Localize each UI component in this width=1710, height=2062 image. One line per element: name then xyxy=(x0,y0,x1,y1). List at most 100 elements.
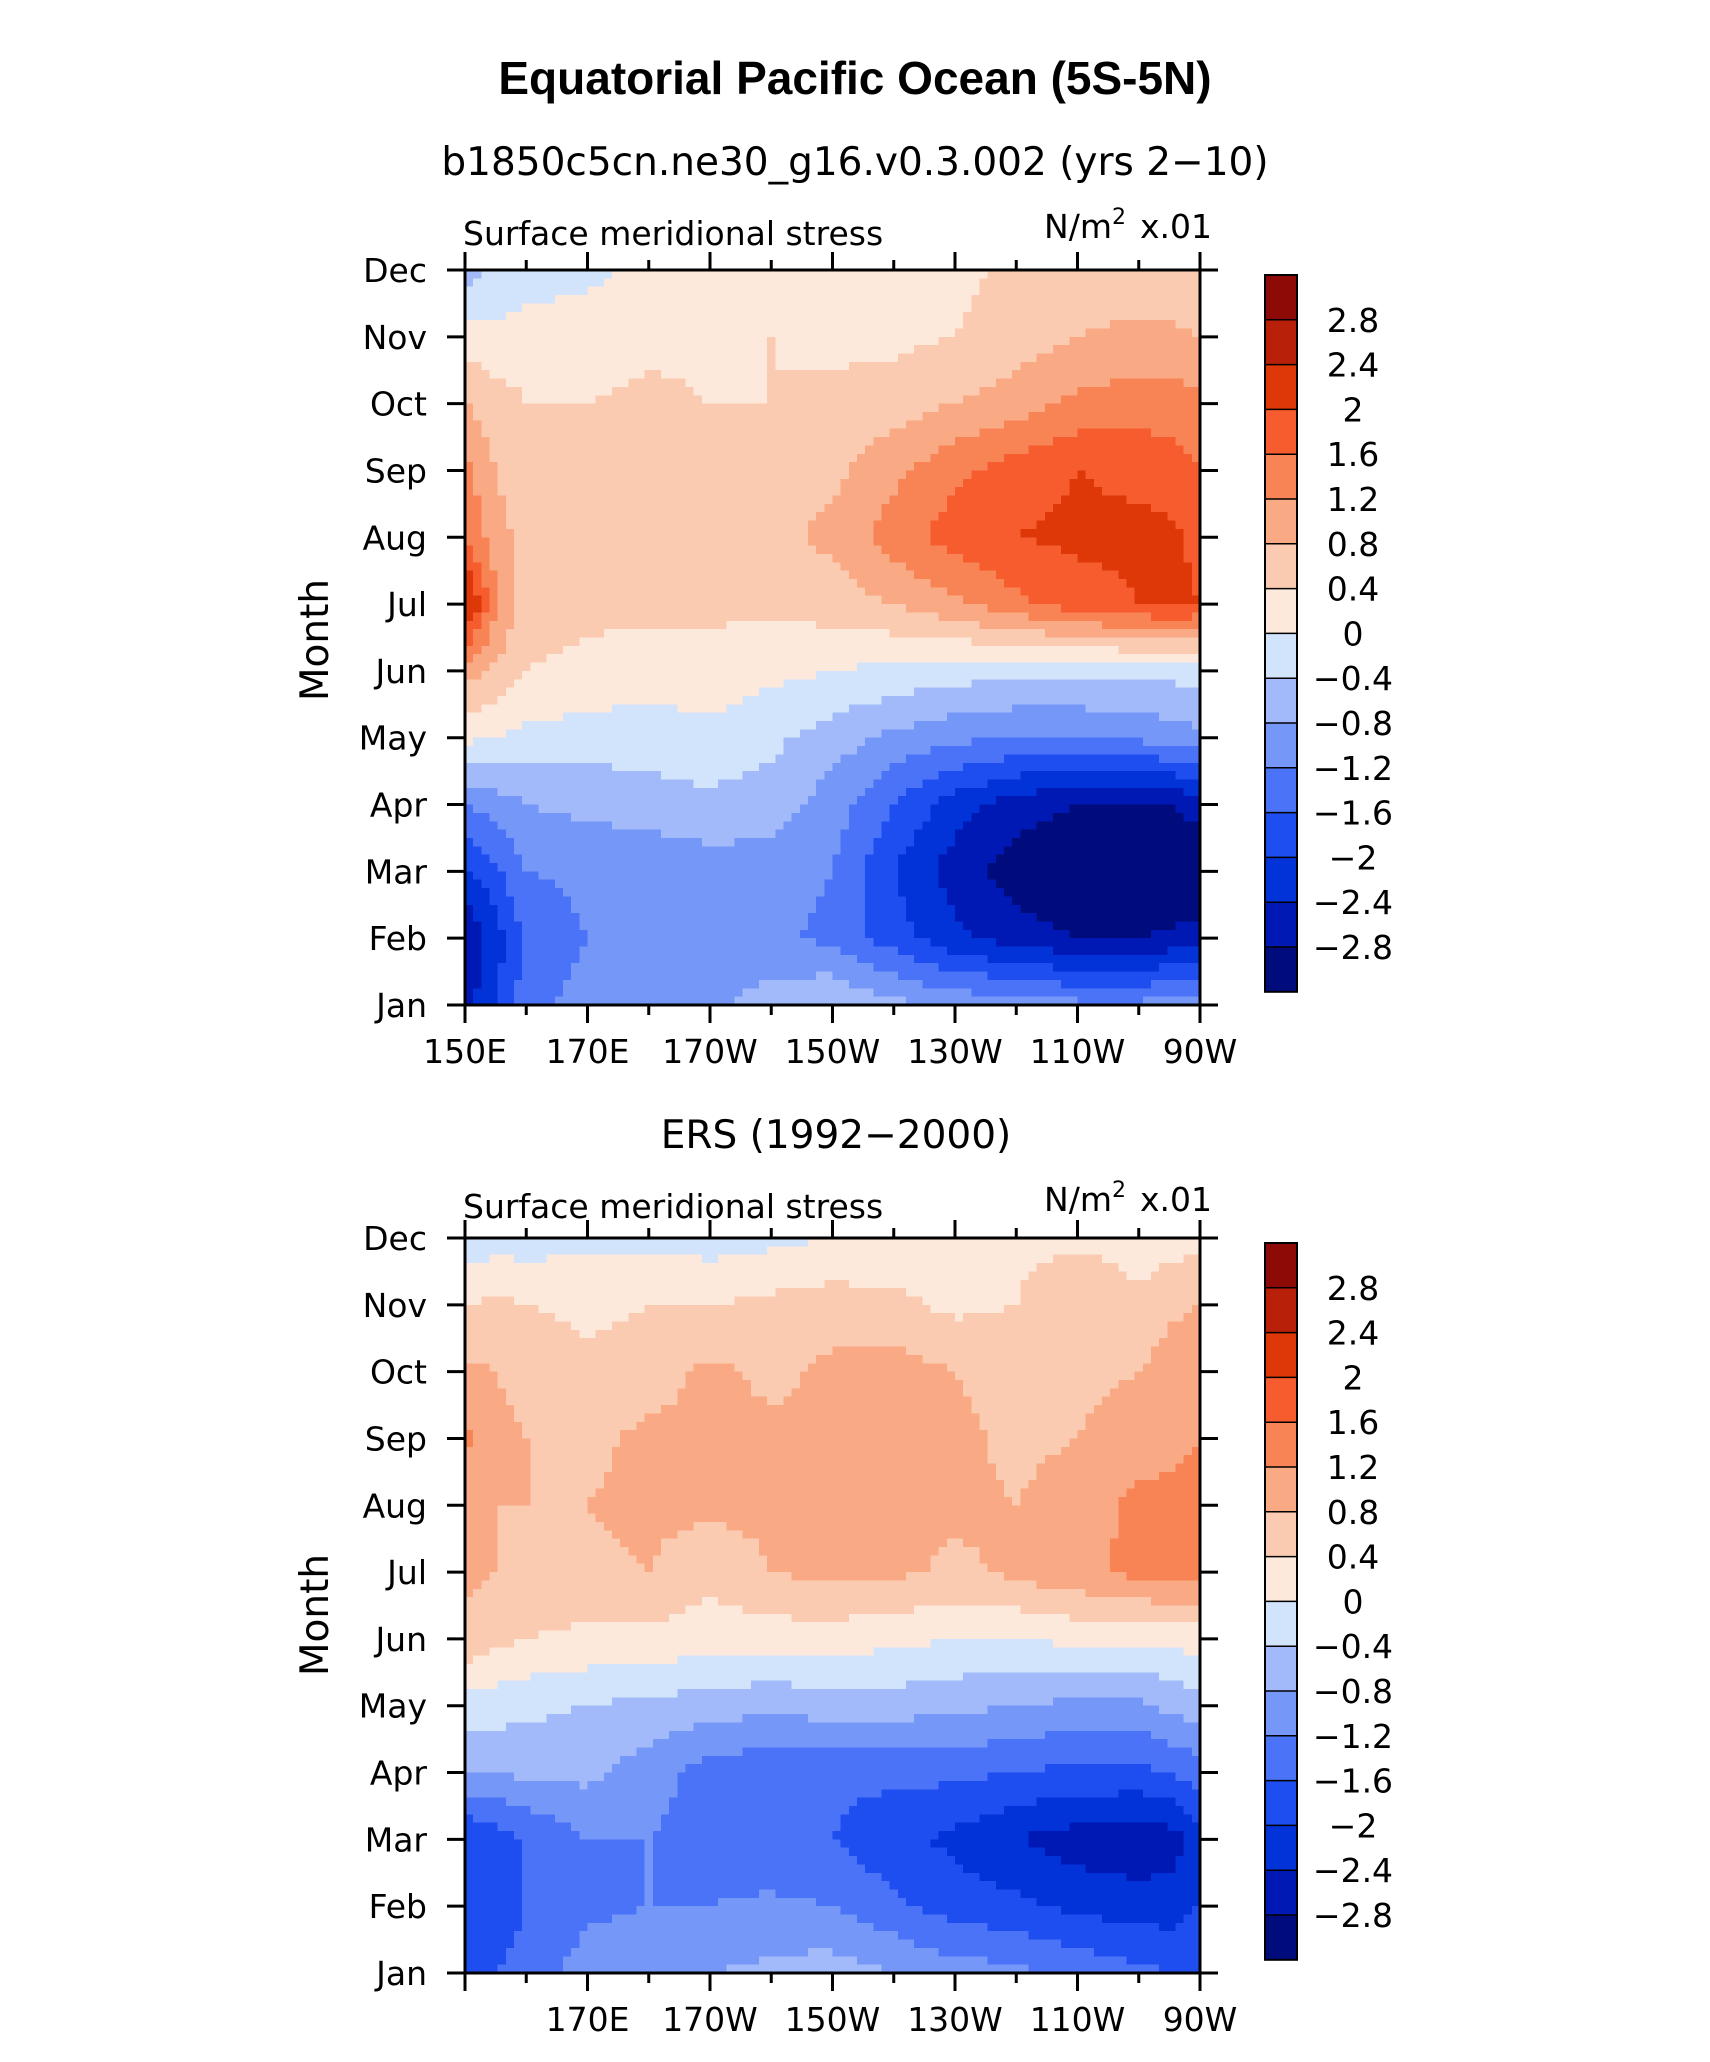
field-cell xyxy=(505,462,515,472)
field-cell xyxy=(1118,587,1128,597)
field-cell xyxy=(677,587,687,597)
field-cell xyxy=(750,637,760,647)
field-cell xyxy=(1085,420,1095,430)
field-cell xyxy=(767,662,776,672)
field-cell xyxy=(848,478,858,488)
field-cell xyxy=(1077,695,1087,705)
field-cell xyxy=(628,579,638,588)
field-cell xyxy=(1102,378,1111,388)
field-cell xyxy=(1069,612,1079,622)
field-cell xyxy=(1028,420,1038,430)
field-cell xyxy=(587,445,597,455)
field-cell xyxy=(734,695,744,705)
field-cell xyxy=(1159,445,1168,455)
field-cell xyxy=(857,512,866,522)
field-cell xyxy=(1183,604,1193,614)
field-cell xyxy=(1142,278,1152,288)
field-cell xyxy=(1093,386,1103,396)
field-cell xyxy=(995,503,1005,513)
field-cell xyxy=(1061,562,1070,572)
field-cell xyxy=(595,395,605,405)
field-cell xyxy=(718,303,727,313)
field-cell xyxy=(750,328,760,338)
field-cell xyxy=(742,587,752,597)
field-cell xyxy=(677,470,687,480)
field-cell xyxy=(808,637,817,647)
field-cell xyxy=(505,270,515,279)
field-cell xyxy=(612,278,621,288)
field-cell xyxy=(848,721,858,730)
field-cell xyxy=(873,303,883,313)
field-cell xyxy=(522,503,531,513)
field-cell xyxy=(1020,311,1030,321)
field-cell xyxy=(1151,311,1160,321)
field-cell xyxy=(489,595,499,605)
field-cell xyxy=(775,629,785,639)
field-cell xyxy=(1044,320,1054,330)
field-cell xyxy=(514,637,523,647)
field-cell xyxy=(505,478,515,488)
field-cell xyxy=(497,579,507,588)
field-cell xyxy=(783,495,793,505)
field-cell xyxy=(1028,470,1038,480)
field-cell xyxy=(1151,361,1160,371)
field-cell xyxy=(767,612,776,622)
field-cell xyxy=(946,395,956,405)
field-cell xyxy=(881,437,891,446)
field-cell xyxy=(1102,487,1111,497)
field-cell xyxy=(808,462,817,472)
field-cell xyxy=(1183,687,1193,697)
field-cell xyxy=(644,503,654,513)
field-cell xyxy=(701,270,711,279)
field-cell xyxy=(481,453,491,463)
field-cell xyxy=(791,470,801,480)
field-cell xyxy=(946,695,956,705)
field-cell xyxy=(1167,453,1177,463)
field-cell xyxy=(465,570,474,580)
field-cell xyxy=(857,420,866,430)
field-cell xyxy=(685,620,695,630)
field-cell xyxy=(538,411,548,421)
field-cell xyxy=(1061,295,1070,305)
field-cell xyxy=(489,403,499,413)
field-cell xyxy=(799,629,809,639)
field-cell xyxy=(489,570,499,580)
field-cell xyxy=(783,612,793,622)
field-cell xyxy=(546,679,556,689)
field-cell xyxy=(742,528,752,538)
field-cell xyxy=(710,428,719,438)
field-cell xyxy=(881,495,891,505)
field-cell xyxy=(759,336,768,346)
field-cell xyxy=(750,570,760,580)
field-cell xyxy=(963,704,972,714)
field-cell xyxy=(857,453,866,463)
field-cell xyxy=(685,462,695,472)
field-cell xyxy=(1077,687,1087,697)
field-cell xyxy=(1012,620,1021,630)
field-cell xyxy=(906,620,915,630)
field-cell xyxy=(897,637,907,647)
field-cell xyxy=(612,378,621,388)
field-cell xyxy=(1151,620,1160,630)
field-cell xyxy=(465,704,474,714)
field-cell xyxy=(669,286,678,296)
field-cell xyxy=(840,712,850,722)
field-cell xyxy=(1183,336,1193,346)
field-cell xyxy=(987,553,997,563)
field-cell xyxy=(514,712,523,722)
field-cell xyxy=(775,587,785,597)
field-cell xyxy=(563,395,572,405)
field-cell xyxy=(783,654,793,664)
field-cell xyxy=(1110,395,1119,405)
field-cell xyxy=(1159,662,1168,672)
field-cell xyxy=(1102,370,1111,380)
field-cell xyxy=(783,311,793,321)
field-cell xyxy=(595,411,605,421)
field-cell xyxy=(775,278,785,288)
field-cell xyxy=(734,495,744,505)
field-cell xyxy=(750,353,760,363)
field-cell xyxy=(1167,495,1177,505)
field-cell xyxy=(734,537,744,547)
field-cell xyxy=(710,437,719,446)
field-cell xyxy=(603,620,613,630)
